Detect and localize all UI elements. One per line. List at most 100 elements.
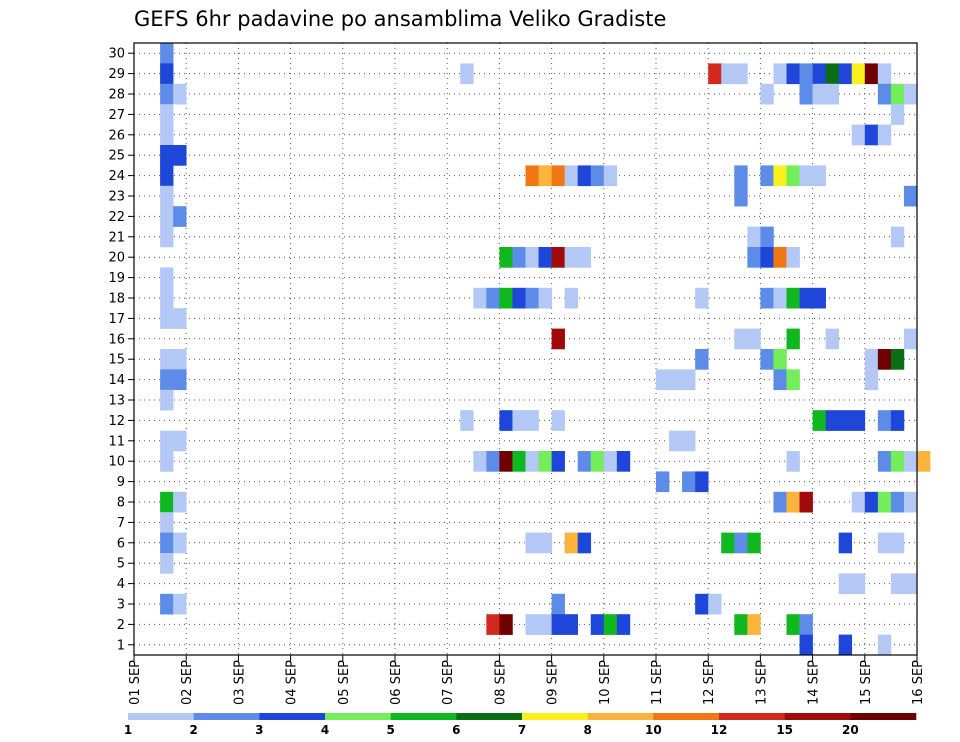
y-tick-label: 19 bbox=[108, 271, 125, 286]
x-axis: 01 SEP 02 SEP 03 SEP 04 SEP 05 SEP 06 SEP 07 S… bbox=[128, 655, 926, 705]
heatmap-cell bbox=[695, 349, 709, 370]
heatmap-cell bbox=[890, 349, 905, 370]
heatmap-cell bbox=[160, 206, 174, 227]
legend-swatch bbox=[653, 713, 720, 720]
heatmap-cell bbox=[734, 63, 748, 85]
heatmap-cell bbox=[903, 491, 918, 513]
heatmap-cell bbox=[786, 614, 800, 635]
heatmap-cell bbox=[538, 287, 552, 309]
x-tick-label: 09 SEP bbox=[546, 660, 561, 705]
heatmap-cell bbox=[564, 287, 578, 309]
heatmap-cell bbox=[160, 389, 174, 411]
heatmap-cell bbox=[903, 83, 918, 105]
heatmap-cell bbox=[734, 165, 748, 187]
heatmap-cell bbox=[173, 532, 187, 554]
heatmap-cell bbox=[760, 165, 774, 187]
x-tick-label: 06 SEP bbox=[389, 660, 404, 705]
heatmap-cell bbox=[564, 614, 578, 635]
heatmap-cell bbox=[799, 83, 813, 105]
legend-swatch bbox=[390, 713, 457, 720]
heatmap-cell bbox=[173, 369, 187, 391]
heatmap-cell bbox=[760, 287, 774, 309]
heatmap-cell bbox=[590, 614, 605, 635]
heatmap-cell bbox=[512, 247, 526, 268]
heatmap-cell bbox=[786, 165, 800, 187]
heatmap-cell bbox=[760, 247, 774, 268]
x-tick-label: 02 SEP bbox=[180, 660, 195, 705]
y-tick-label: 24 bbox=[108, 169, 125, 184]
heatmap-cell bbox=[564, 247, 578, 268]
heatmap-cell bbox=[708, 593, 722, 615]
heatmap-cell bbox=[760, 349, 774, 370]
legend-swatch bbox=[850, 713, 917, 720]
heatmap-cell bbox=[825, 410, 839, 431]
heatmap-cell bbox=[160, 63, 174, 85]
y-tick-label: 14 bbox=[108, 373, 125, 388]
y-tick-label: 23 bbox=[108, 190, 125, 205]
heatmap-cell bbox=[173, 430, 187, 452]
heatmap-cell bbox=[603, 614, 618, 635]
heatmap-cell bbox=[538, 247, 552, 268]
heatmap-cell bbox=[460, 63, 474, 85]
y-tick-label: 13 bbox=[108, 394, 125, 409]
heatmap-cell bbox=[747, 614, 761, 635]
heatmap-cell bbox=[590, 451, 605, 472]
heatmap-cell bbox=[616, 451, 631, 472]
y-tick-label: 4 bbox=[117, 577, 125, 592]
heatmap-cell bbox=[160, 349, 174, 370]
heatmap-cell bbox=[551, 165, 565, 187]
heatmap-cell bbox=[160, 430, 174, 452]
heatmap-cell bbox=[160, 104, 174, 125]
heatmap-cell bbox=[812, 165, 826, 187]
heatmap-cell bbox=[877, 349, 892, 370]
heatmap-cell bbox=[825, 83, 839, 105]
heatmap-cell bbox=[525, 532, 539, 554]
heatmap-cell bbox=[173, 491, 187, 513]
y-tick-label: 25 bbox=[108, 149, 125, 164]
heatmap-cell bbox=[747, 226, 761, 248]
heatmap-cell bbox=[786, 287, 800, 309]
heatmap-cell bbox=[160, 593, 174, 615]
heatmap-cell bbox=[577, 165, 592, 187]
heatmap-cell bbox=[812, 63, 826, 85]
heatmap-cell bbox=[160, 308, 174, 329]
y-tick-label: 11 bbox=[108, 434, 125, 449]
legend-label: 3 bbox=[255, 723, 263, 737]
heatmap-cell bbox=[864, 124, 879, 146]
heatmap-cell bbox=[160, 553, 174, 574]
heatmap-cell bbox=[773, 63, 787, 85]
heatmap-cell bbox=[903, 328, 918, 350]
heatmap-cell bbox=[838, 532, 853, 554]
heatmap-cell bbox=[669, 430, 683, 452]
heatmap-cell bbox=[160, 369, 174, 391]
heatmap-cell bbox=[499, 614, 513, 635]
heatmap-cell bbox=[851, 573, 866, 595]
heatmap-cell bbox=[695, 593, 709, 615]
heatmap-cell bbox=[538, 165, 552, 187]
legend-swatch bbox=[128, 713, 194, 720]
heatmap-cell bbox=[577, 532, 592, 554]
heatmap-cell bbox=[825, 328, 839, 350]
heatmap-cell bbox=[851, 63, 866, 85]
heatmap-cell bbox=[525, 410, 539, 431]
legend-swatch bbox=[259, 713, 326, 720]
heatmap-cell bbox=[603, 165, 618, 187]
heatmap-cell bbox=[877, 451, 892, 472]
heatmap-cell bbox=[682, 471, 696, 493]
y-tick-label: 27 bbox=[108, 108, 125, 123]
heatmap-cell bbox=[695, 287, 709, 309]
x-tick-label: 15 SEP bbox=[859, 660, 874, 705]
heatmap-cell bbox=[512, 287, 526, 309]
heatmap-cell bbox=[682, 430, 696, 452]
heatmap-cell bbox=[538, 614, 552, 635]
heatmap-cell bbox=[877, 83, 892, 105]
heatmap-cell bbox=[773, 165, 787, 187]
y-tick-label: 26 bbox=[108, 128, 125, 143]
x-tick-label: 12 SEP bbox=[702, 660, 717, 705]
heatmap-cell bbox=[799, 63, 813, 85]
heatmap-cell bbox=[825, 63, 839, 85]
heatmap-cell bbox=[564, 165, 578, 187]
legend-swatch bbox=[325, 713, 391, 720]
x-tick-label: 05 SEP bbox=[337, 660, 352, 705]
